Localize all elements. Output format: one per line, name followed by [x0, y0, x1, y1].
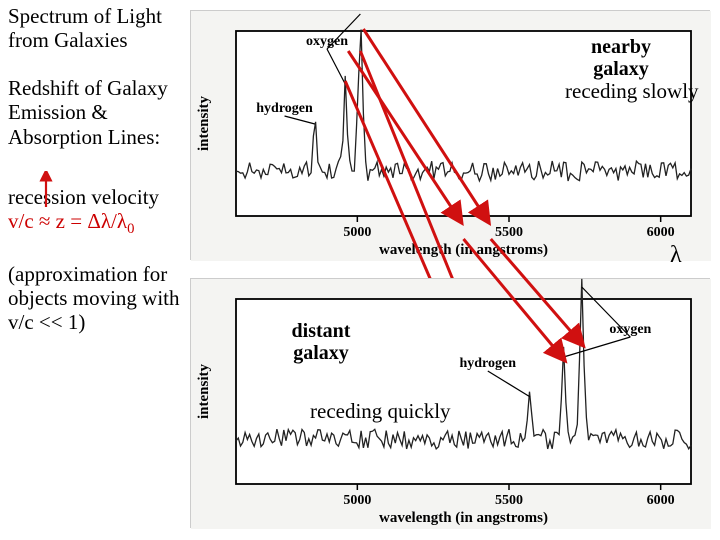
formula-red: v/c ≈ z = Δλ/λ0 [8, 209, 134, 233]
approx-block: (approximation for objects moving with v… [8, 262, 183, 334]
ylabel: intensity [196, 364, 212, 420]
xlabel: wavelength (in angstroms) [379, 510, 548, 526]
svg-text:6000: 6000 [647, 493, 675, 508]
svg-text:6000: 6000 [647, 225, 675, 240]
formula-block: recession velocity v/c ≈ z = Δλ/λ0 [8, 185, 183, 238]
lambda-label: λ [670, 242, 682, 268]
title-block: Spectrum of Light from Galaxies [8, 4, 183, 52]
svg-text:hydrogen: hydrogen [256, 101, 313, 116]
spectrum-svg: oxygen hydrogen 5000 5500 6000 wavelength (… [191, 279, 711, 529]
spectrum-svg: oxygen hydrogen 5000 5500 6000 wavelength (… [191, 11, 711, 261]
svg-text:5000: 5000 [343, 225, 371, 240]
svg-text:oxygen: oxygen [306, 34, 348, 49]
xlabel: wavelength (in angstroms) [379, 242, 548, 258]
left-column: Spectrum of Light from Galaxies Redshift… [8, 4, 183, 358]
panel-title-l1: nearby [591, 36, 651, 58]
panel-title-l2: galaxy [293, 342, 349, 364]
receding-slowly-label: receding slowly [565, 80, 699, 103]
svg-text:hydrogen: hydrogen [459, 356, 516, 371]
panel-title-l2: galaxy [593, 58, 649, 80]
chart-area: oxygen hydrogen 5000 5500 6000 wavelength (… [190, 10, 710, 530]
redshift-text: Redshift of Galaxy Emission & Absorption… [8, 76, 168, 148]
ylabel: intensity [196, 96, 212, 152]
formula-prefix: recession velocity [8, 185, 159, 209]
small-red-arrow-icon [38, 171, 58, 211]
panel-title-l1: distant [292, 320, 351, 342]
receding-quickly-label: receding quickly [310, 400, 451, 423]
svg-text:5000: 5000 [343, 493, 371, 508]
redshift-block: Redshift of Galaxy Emission & Absorption… [8, 76, 183, 148]
top-spectrum-panel: oxygen hydrogen 5000 5500 6000 wavelength (… [190, 10, 710, 260]
svg-text:5500: 5500 [495, 225, 523, 240]
svg-text:oxygen: oxygen [609, 322, 651, 337]
svg-text:5500: 5500 [495, 493, 523, 508]
